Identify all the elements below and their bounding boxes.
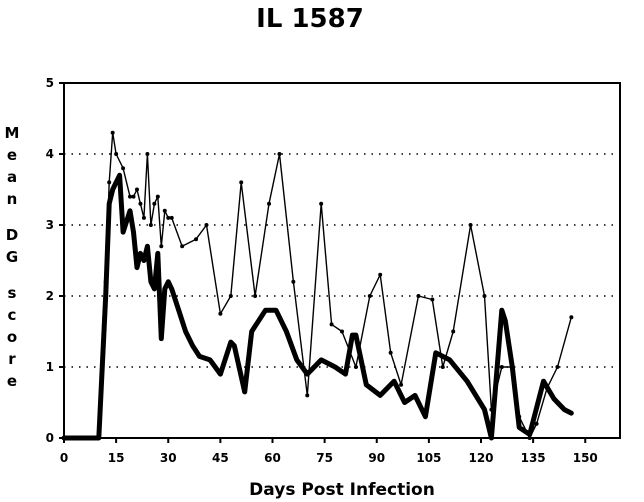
series-1-point-24: [228, 294, 233, 298]
series-1-point-50: [534, 421, 539, 426]
plot-frame: [63, 82, 621, 439]
series-1-point-13: [148, 223, 153, 227]
y-tick-label-1: 1: [46, 360, 54, 374]
x-tick-label-5: 75: [316, 451, 333, 465]
series-1-point-1: [96, 436, 101, 440]
series-1-point-22: [204, 223, 209, 227]
series-1-point-45: [489, 407, 494, 412]
x-axis-label: Days Post Infection: [249, 480, 435, 500]
x-tick-label-2: 30: [160, 451, 177, 465]
series-1-point-32: [329, 322, 334, 327]
y-axis-label-char: n: [7, 190, 18, 208]
series-1-point-49: [527, 436, 532, 440]
series-1-point-53: [569, 315, 574, 320]
series-1-point-4: [110, 130, 115, 135]
series-1-point-47: [510, 365, 515, 369]
series-1-point-48: [517, 414, 522, 419]
series-1-point-38: [399, 382, 404, 387]
series-1-point-51: [545, 386, 550, 391]
y-axis-label-char: e: [7, 146, 17, 164]
y-axis-label-char: a: [7, 168, 17, 186]
series-1-point-10: [138, 201, 143, 206]
series-1-point-27: [267, 201, 272, 206]
series-1-point-7: [128, 194, 133, 199]
series-layer: [61, 130, 574, 441]
y-axis-label-char: G: [6, 248, 18, 266]
y-tick-label-5: 5: [46, 76, 54, 90]
x-tick-label-0: 0: [60, 451, 68, 465]
series-1-point-12: [145, 152, 150, 156]
series-1-point-36: [378, 272, 383, 277]
series-1-point-21: [194, 237, 199, 242]
series-1-point-14: [152, 201, 157, 206]
x-tick-label-8: 120: [468, 451, 493, 465]
series-1-point-31: [319, 201, 324, 206]
series-1-point-35: [367, 294, 372, 298]
series-1-point-16: [159, 244, 164, 249]
y-axis-label-char: c: [8, 306, 17, 324]
series-1-point-34: [353, 365, 358, 369]
series-1-point-33: [340, 329, 344, 334]
series-1-point-15: [155, 194, 160, 199]
y-axis-label-char: o: [7, 328, 17, 346]
series-1-point-19: [169, 215, 174, 220]
series-1-point-37: [388, 350, 393, 355]
x-tick-label-7: 105: [416, 451, 441, 465]
y-tick-label-0: 0: [46, 431, 54, 445]
series-1-point-8: [131, 194, 136, 199]
series-1-point-17: [162, 208, 167, 213]
y-tick-label-3: 3: [46, 218, 54, 232]
series-1-point-41: [440, 365, 445, 369]
series-0-line: [61, 172, 574, 441]
series-1-point-39: [416, 294, 421, 298]
series-1-point-52: [555, 365, 560, 369]
series-1-point-42: [451, 329, 456, 334]
series-1-point-20: [180, 244, 185, 249]
series-1-point-44: [482, 294, 487, 298]
x-tick-label-3: 45: [212, 451, 229, 465]
series-1-point-11: [141, 215, 146, 220]
y-axis-label-char: M: [5, 124, 20, 142]
series-1-point-30: [305, 393, 310, 398]
y-axis-label-char: D: [6, 226, 18, 244]
grid: [64, 153, 620, 368]
x-tick-label-1: 15: [108, 451, 125, 465]
series-1-point-9: [134, 187, 139, 192]
series-1-point-29: [291, 279, 296, 284]
y-axis-label-char: r: [8, 350, 16, 368]
y-tick-label-2: 2: [46, 289, 54, 303]
series-1-point-2: [103, 279, 108, 284]
series-1-point-26: [253, 294, 258, 298]
chart-title: IL 1587: [256, 4, 364, 34]
series-1-point-5: [114, 152, 119, 156]
x-tick-label-6: 90: [368, 451, 385, 465]
series-1-point-18: [166, 215, 171, 220]
series-1-line: [63, 132, 572, 439]
y-axis-label-char: s: [8, 284, 17, 302]
series-1-point-46: [499, 365, 504, 369]
series-1-point-28: [277, 152, 282, 156]
x-tick-label-10: 150: [573, 451, 598, 465]
y-tick-label-4: 4: [46, 147, 54, 161]
y-axis-label-char: e: [7, 372, 17, 390]
series-1-point-23: [218, 311, 223, 316]
series-1-point-3: [107, 180, 112, 185]
series-1-point-40: [430, 297, 435, 302]
series-1-point-25: [239, 180, 244, 185]
series-1-point-43: [468, 223, 473, 227]
series-1-point-0: [62, 436, 66, 440]
series-1-point-6: [121, 166, 126, 171]
x-tick-label-4: 60: [264, 451, 281, 465]
x-tick-label-9: 135: [521, 451, 546, 465]
